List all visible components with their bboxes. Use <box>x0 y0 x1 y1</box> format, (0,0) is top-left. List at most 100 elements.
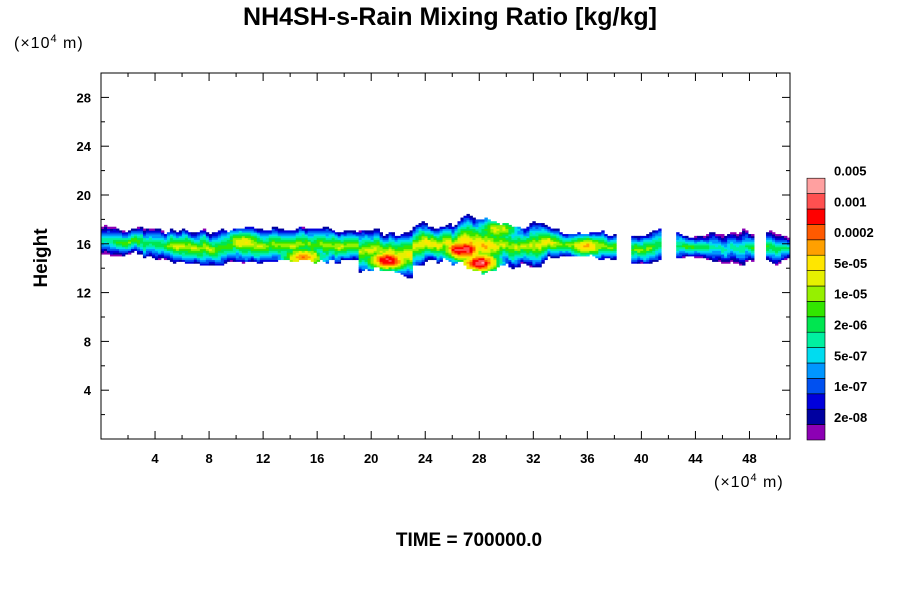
field-cell <box>676 239 686 242</box>
field-cell <box>104 248 108 251</box>
field-cell <box>544 254 548 257</box>
field-cell <box>220 254 228 257</box>
field-cell <box>472 263 476 266</box>
field-cell <box>370 257 375 261</box>
field-cell <box>472 217 476 220</box>
field-cell <box>391 237 395 240</box>
field-cell <box>454 239 458 242</box>
field-cell <box>286 256 291 259</box>
field-cell <box>400 266 404 270</box>
field-cell <box>565 235 569 239</box>
field-cell <box>682 243 689 246</box>
field-cell <box>562 241 566 244</box>
field-cell <box>325 256 330 259</box>
field-cell <box>631 245 635 248</box>
field-cell <box>505 243 509 246</box>
field-cell <box>106 230 111 233</box>
field-cell <box>739 245 746 248</box>
field-cell <box>337 248 342 251</box>
field-cell <box>484 228 491 231</box>
field-cell <box>607 245 617 248</box>
field-cell <box>238 252 243 255</box>
field-cell <box>160 241 168 244</box>
field-cell <box>169 239 192 242</box>
field-cell <box>367 243 380 246</box>
field-cell <box>610 257 617 261</box>
field-cell <box>334 248 339 251</box>
field-cell <box>685 237 689 240</box>
field-cell <box>481 248 488 251</box>
colorbar-label: 5e-07 <box>834 348 867 363</box>
field-cell <box>547 254 551 257</box>
field-cell <box>253 256 261 259</box>
field-cell <box>775 234 782 237</box>
field-cell <box>430 232 434 235</box>
field-cell <box>676 246 686 250</box>
field-cell <box>475 228 482 231</box>
field-cell <box>316 237 327 240</box>
field-cell <box>529 230 548 233</box>
field-cell <box>715 235 719 239</box>
field-cell <box>511 237 518 240</box>
field-cell <box>148 252 153 255</box>
field-cell <box>196 243 204 246</box>
field-cell <box>340 239 345 242</box>
field-cell <box>184 245 198 248</box>
field-cell <box>115 228 120 231</box>
field-cell <box>199 248 207 251</box>
field-cell <box>115 245 123 248</box>
field-cell <box>637 245 647 248</box>
field-cell <box>556 237 560 240</box>
field-cell <box>142 246 147 250</box>
field-cell <box>451 234 455 237</box>
field-cell <box>451 263 455 266</box>
field-cell <box>379 235 383 239</box>
field-cell <box>472 261 476 264</box>
field-cell <box>181 257 195 261</box>
field-cell <box>151 252 159 255</box>
field-cell <box>577 237 587 240</box>
field-cell <box>655 245 662 248</box>
field-cell <box>343 230 357 233</box>
field-cell <box>682 245 695 248</box>
field-cell <box>676 237 680 240</box>
field-cell <box>145 234 162 237</box>
field-cell <box>178 230 183 233</box>
field-cell <box>784 257 788 261</box>
field-cell <box>367 257 372 261</box>
field-cell <box>196 246 207 250</box>
field-cell <box>481 228 485 231</box>
field-cell <box>361 261 366 264</box>
field-cell <box>460 224 467 228</box>
field-cell <box>337 254 351 257</box>
field-cell <box>490 268 494 272</box>
field-cell <box>364 232 375 235</box>
field-cell <box>643 237 653 240</box>
field-cell <box>439 245 443 248</box>
field-cell <box>511 234 524 237</box>
field-cell <box>175 232 183 235</box>
field-cell <box>101 252 111 255</box>
field-cell <box>460 252 473 255</box>
field-cell <box>469 219 473 222</box>
field-cell <box>388 246 392 250</box>
field-cell <box>772 259 779 262</box>
field-cell <box>250 252 270 255</box>
field-cell <box>163 235 168 239</box>
field-cell <box>310 252 315 255</box>
field-cell <box>184 261 195 264</box>
field-cell <box>304 256 312 259</box>
field-cell <box>772 237 776 240</box>
field-cell <box>508 261 512 264</box>
field-cell <box>163 237 168 240</box>
field-cell <box>313 259 318 262</box>
field-cell <box>436 237 443 240</box>
field-cell <box>202 228 207 231</box>
field-cell <box>643 239 653 242</box>
field-cell <box>400 234 413 237</box>
field-cell <box>487 254 491 257</box>
field-cell <box>133 234 138 237</box>
field-cell <box>676 243 683 246</box>
field-cell <box>307 248 312 251</box>
field-cell <box>472 243 482 246</box>
